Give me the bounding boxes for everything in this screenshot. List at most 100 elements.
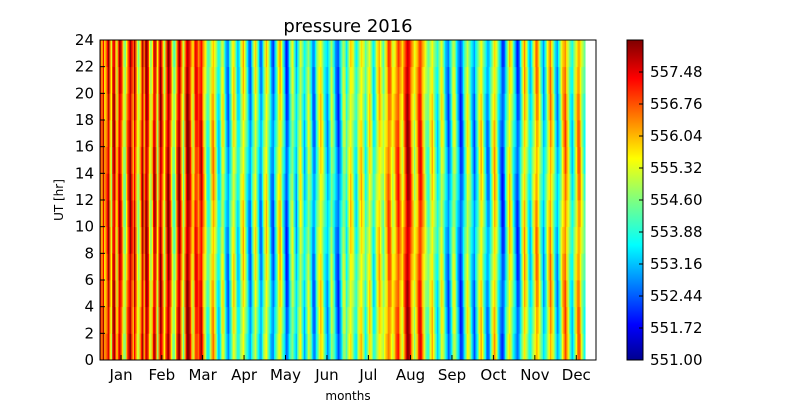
heatmap-cell (325, 40, 328, 68)
heatmap-cell (332, 40, 335, 68)
heatmap-cell (375, 66, 378, 94)
heatmap-cell (386, 173, 389, 201)
heatmap-cell (220, 93, 223, 121)
heatmap-cell (172, 253, 174, 281)
heatmap-cell (143, 226, 146, 254)
heatmap-cell (453, 66, 456, 94)
heatmap-cell (388, 226, 390, 254)
heatmap-cell (332, 66, 335, 94)
heatmap-cell (191, 253, 193, 281)
heatmap-cell (422, 306, 424, 334)
heatmap-cell (167, 306, 170, 334)
heatmap-cell (235, 253, 238, 281)
x-tick-label: Apr (231, 366, 258, 384)
heatmap-cell (419, 200, 422, 228)
heatmap-cell (415, 226, 418, 254)
heatmap-cell (261, 173, 264, 201)
heatmap-cell (496, 226, 499, 254)
heatmap-cell (151, 173, 154, 201)
heatmap-cell (299, 200, 302, 228)
heatmap-cell (249, 253, 252, 281)
heatmap-cell (106, 333, 109, 361)
heatmap-cell (324, 66, 326, 94)
heatmap-cell (390, 93, 393, 121)
heatmap-cell (575, 253, 578, 281)
heatmap-cell (431, 253, 434, 281)
heatmap-cell (301, 200, 303, 228)
heatmap-cell (557, 66, 560, 94)
heatmap-cell (367, 40, 370, 68)
heatmap-cell (553, 120, 556, 148)
heatmap-cell (195, 280, 197, 308)
heatmap-cell (532, 306, 534, 334)
heatmap-cell (139, 173, 142, 201)
heatmap-cell (549, 146, 552, 174)
heatmap-cell (450, 333, 453, 361)
heatmap-cell (525, 226, 528, 254)
heatmap-cell (544, 120, 547, 148)
heatmap-cell (405, 93, 408, 121)
heatmap-cell (479, 200, 481, 228)
heatmap-cell (499, 66, 502, 94)
heatmap-cell (500, 253, 503, 281)
heatmap-cell (536, 173, 538, 201)
heatmap-cell (318, 333, 321, 361)
heatmap-cell (257, 200, 260, 228)
heatmap-cell (154, 253, 157, 281)
heatmap-cell (133, 226, 136, 254)
heatmap-cell (510, 66, 513, 94)
heatmap-cell (571, 66, 574, 94)
heatmap-cell (371, 200, 374, 228)
heatmap-cell (504, 40, 507, 68)
heatmap-cell (250, 306, 253, 334)
heatmap-cell (178, 173, 181, 201)
heatmap-cell (253, 306, 256, 334)
heatmap-cell (294, 333, 297, 361)
heatmap-cell (326, 280, 329, 308)
heatmap-cell (242, 333, 245, 361)
heatmap-cell (279, 253, 282, 281)
heatmap-cell (570, 333, 572, 361)
heatmap-cell (112, 200, 114, 228)
heatmap-cell (119, 93, 121, 121)
heatmap-cell (113, 253, 116, 281)
heatmap-cell (306, 226, 309, 254)
heatmap-cell (404, 120, 407, 148)
heatmap-cell (532, 40, 534, 68)
heatmap-cell (239, 40, 242, 68)
heatmap-cell (218, 333, 220, 361)
heatmap-cell (116, 333, 119, 361)
heatmap-cell (541, 253, 544, 281)
heatmap-cell (446, 93, 449, 121)
heatmap-cell (269, 93, 272, 121)
heatmap-cell (571, 333, 574, 361)
heatmap-cell (398, 226, 401, 254)
heatmap-cell (158, 66, 161, 94)
heatmap-cell (173, 280, 176, 308)
heatmap-cell (310, 200, 313, 228)
heatmap-cell (260, 93, 263, 121)
heatmap-cell (496, 40, 499, 68)
heatmap-cell (534, 253, 537, 281)
heatmap-cell (299, 306, 302, 334)
heatmap-cell (148, 93, 151, 121)
heatmap-cell (207, 40, 210, 68)
heatmap-cell (123, 200, 125, 228)
heatmap-cell (413, 333, 416, 361)
heatmap-cell (472, 40, 475, 68)
heatmap-cell (484, 146, 487, 174)
heatmap-cell (491, 280, 494, 308)
heatmap-cell (260, 173, 263, 201)
heatmap-cell (117, 226, 120, 254)
heatmap-cell (373, 200, 375, 228)
heatmap-cell (352, 173, 355, 201)
heatmap-cell (411, 200, 413, 228)
heatmap-cell (324, 306, 326, 334)
heatmap-cell (324, 333, 326, 361)
heatmap-cell (519, 333, 522, 361)
heatmap-cell (200, 66, 203, 94)
heatmap-cell (354, 66, 356, 94)
heatmap-cell (530, 40, 533, 68)
heatmap-cell (532, 226, 534, 254)
heatmap-cell (233, 173, 235, 201)
